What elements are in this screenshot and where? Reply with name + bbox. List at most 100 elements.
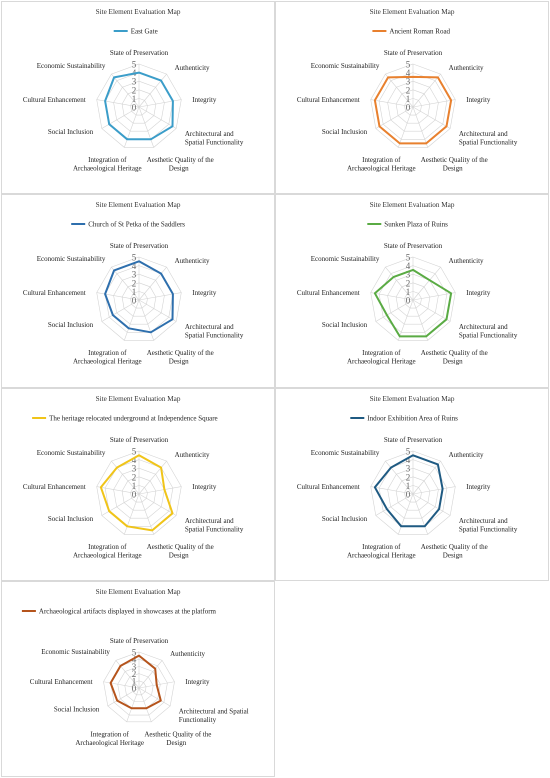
grid-spoke [138,299,177,322]
chart-title: Site Element Evaluation Map [96,588,181,596]
radial-tick-label: 0 [132,296,137,306]
axis-label: Social Inclusion [54,706,100,714]
radial-tick-label: 4 [406,261,411,271]
radial-tick-label: 0 [132,490,137,500]
axis-label: Aesthetic Quality of the Design [421,543,488,560]
radial-tick-label: 0 [406,296,411,306]
grid-spoke [412,493,451,516]
grid-spoke [385,73,414,108]
axis-label: State of Preservation [110,436,169,444]
series-line [373,268,453,338]
grid-ring [130,98,148,116]
axis-label: Cultural Enhancement [23,483,86,491]
radial-tick-label: 5 [406,253,411,263]
radial-tick-label: 3 [406,77,411,87]
axis-label: Economic Sustainability [41,648,110,656]
grid-spoke [111,460,140,495]
radial-tick-label: 4 [132,655,137,665]
grid-spoke [101,299,140,322]
axis-label: Architectural and Spatial Functionality [459,323,518,340]
grid-ring [124,673,154,702]
grid-ring [113,80,165,132]
radial-tick-label: 5 [132,447,137,457]
axis-label: Social Inclusion [322,515,368,523]
radial-tick-label: 1 [132,481,137,491]
chart-title: Site Element Evaluation Map [370,8,455,16]
grid-ring [113,273,165,325]
grid-spoke [375,493,414,516]
radial-tick-label: 0 [406,103,411,113]
axis-label: Cultural Enhancement [297,289,360,297]
radar-panel-ancient-roman-road: Site Element Evaluation Map Ancient Roman… [275,1,549,194]
radial-tick-label: 5 [132,253,137,263]
grid-ring [395,282,431,317]
grid-spoke [412,292,456,301]
axis-label: Cultural Enhancement [23,96,86,104]
radial-tick-label: 1 [132,287,137,297]
radial-tick-label: 1 [132,676,137,686]
grid-ring [96,450,182,535]
grid-spoke [138,299,154,341]
radar-chart-svg: Site Element Evaluation Map The heritage … [23,395,244,560]
axis-label: Integration of Archaeological Heritage [347,543,416,560]
grid-spoke [412,486,456,495]
grid-spoke [370,292,414,301]
radial-tick-label: 5 [132,60,137,70]
axis-label: Integration of Archaeological Heritage [347,349,416,366]
axis-label: Authenticity [449,64,484,72]
axis-label: Integrity [466,289,491,297]
radar-chart-svg: Site Element Evaluation Map Sunken Plaza … [297,201,518,366]
grid-spoke [96,99,140,108]
grid-ring [121,476,157,511]
axis-label: Integrity [466,96,491,104]
chart-title: Site Element Evaluation Map [370,395,455,403]
radial-tick-label: 2 [132,278,137,288]
grid-spoke [96,486,140,495]
radar-chart-svg: Site Element Evaluation Map Ancient Roman… [297,8,518,173]
grid-spoke [111,73,140,108]
axis-label: Integrity [192,96,217,104]
grid-ring [370,63,456,148]
axis-label: Aesthetic Quality of the Design [421,349,488,366]
radial-tick-label: 2 [406,278,411,288]
grid-spoke [412,266,441,301]
grid-spoke [138,687,171,707]
grid-ring [104,459,174,527]
radial-tick-label: 0 [132,103,137,113]
radial-tick-label: 5 [406,60,411,70]
axis-label: Social Inclusion [322,128,368,136]
axis-label: Aesthetic Quality of the Design [147,156,214,173]
radial-tick-label: 4 [406,68,411,78]
grid-ring [395,89,431,124]
grid-spoke [101,106,140,129]
radial-tick-label: 2 [406,85,411,95]
axis-label: Economic Sustainability [311,255,380,263]
grid-ring [378,72,448,140]
axis-label: Architectural and Spatial Functionality [459,130,518,147]
grid-ring [387,80,439,132]
series-line [99,454,174,532]
radial-tick-label: 1 [132,94,137,104]
axis-label: Cultural Enhancement [297,96,360,104]
grid-spoke [398,106,414,148]
grid-ring [387,273,439,325]
grid-spoke [385,266,414,301]
legend-label: The heritage relocated underground at In… [49,415,218,423]
axis-label: State of Preservation [110,637,169,645]
legend-label: East Gate [131,28,158,36]
axis-label: Architectural and Spatial Functionality [185,323,244,340]
grid-ring [131,680,147,696]
grid-spoke [370,486,414,495]
radial-tick-label: 4 [132,261,137,271]
radial-tick-label: 2 [406,472,411,482]
axis-label: Social Inclusion [322,321,368,329]
axis-label: Social Inclusion [48,321,94,329]
radial-tick-label: 5 [132,648,137,658]
axis-label: State of Preservation [384,242,443,250]
axis-label: State of Preservation [110,242,169,250]
grid-spoke [138,99,182,108]
grid-ring [404,291,422,309]
grid-ring [130,485,148,503]
axis-label: Aesthetic Quality of the Design [144,731,211,748]
grid-spoke [126,687,140,722]
